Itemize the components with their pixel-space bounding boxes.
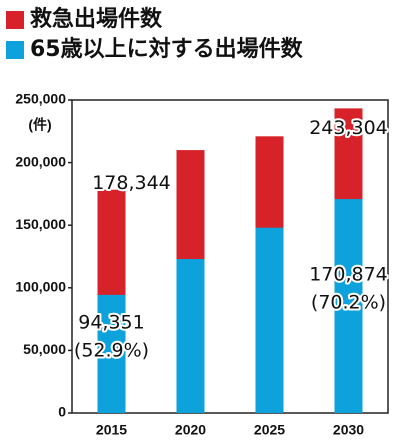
y-tick-label: 200,000 [15, 153, 66, 169]
x-tick-label: 2025 [254, 422, 285, 438]
value-label: 243,304 [309, 117, 388, 139]
y-tick-label: 100,000 [15, 279, 66, 295]
legend-label: 65歳以上に対する出場件数 [30, 36, 304, 62]
bar [97, 294, 126, 413]
legend-label: 救急出場件数 [30, 6, 163, 32]
value-label: 94,351 [78, 311, 144, 333]
bar [176, 259, 205, 413]
legend-swatch [6, 11, 24, 29]
value-label: 178,344 [92, 172, 171, 194]
share-label: (52.9%) [74, 339, 149, 361]
y-unit-label: (件) [28, 117, 51, 133]
y-tick-label: 0 [58, 404, 66, 420]
y-tick-label: 250,000 [15, 91, 66, 107]
bar [255, 227, 284, 413]
plot-frame [71, 99, 389, 414]
share-label: (70.2%) [311, 292, 386, 314]
y-tick-label: 150,000 [15, 216, 66, 232]
x-tick-label: 2030 [333, 422, 364, 438]
x-tick-label: 2020 [175, 422, 206, 438]
legend-swatch [6, 41, 24, 59]
y-tick-label: 50,000 [23, 341, 66, 357]
x-tick-label: 2015 [96, 422, 127, 438]
value-label: 170,874 [309, 264, 388, 286]
bar [334, 199, 363, 413]
